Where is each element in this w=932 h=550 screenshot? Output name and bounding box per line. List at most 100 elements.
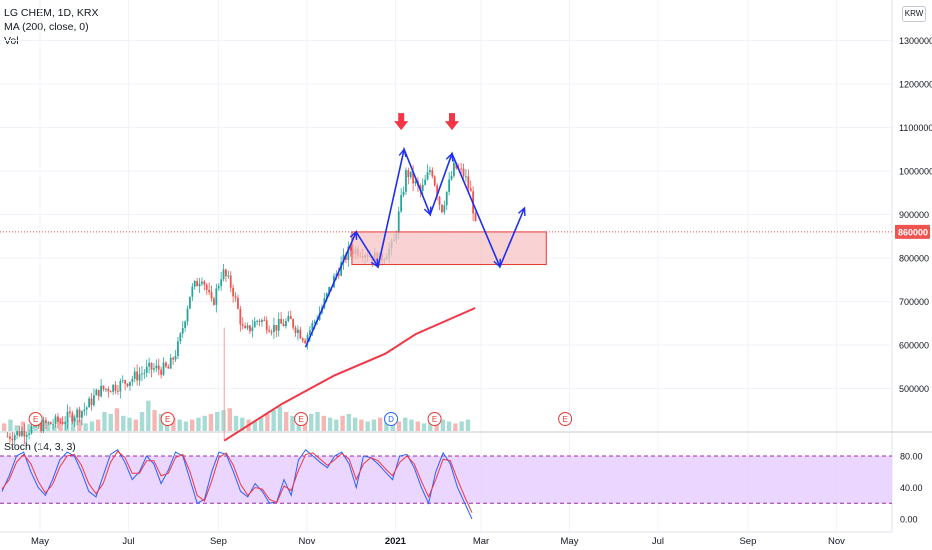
candle-body bbox=[18, 431, 21, 436]
candle-body bbox=[263, 320, 266, 322]
candle-body bbox=[412, 171, 415, 184]
candle-body bbox=[337, 273, 340, 276]
candle-body bbox=[76, 409, 79, 418]
earnings-marker[interactable]: E bbox=[294, 412, 309, 426]
candle-body bbox=[102, 385, 105, 390]
candle-body bbox=[215, 288, 218, 305]
candle-body bbox=[349, 246, 352, 251]
candle-body bbox=[121, 380, 124, 382]
volume-bar bbox=[102, 412, 107, 431]
volume-bar bbox=[158, 413, 164, 431]
volume-bar bbox=[177, 419, 182, 431]
earnings-marker[interactable]: E bbox=[28, 412, 43, 426]
volume-bar bbox=[196, 417, 201, 431]
earnings-marker[interactable]: E bbox=[427, 412, 442, 426]
volume-bar bbox=[221, 410, 226, 431]
event-label: E bbox=[562, 415, 567, 424]
candle-body bbox=[229, 275, 232, 288]
candle-body bbox=[443, 205, 446, 213]
candle-body bbox=[21, 430, 23, 436]
earnings-marker[interactable]: E bbox=[558, 412, 573, 426]
time-tick-label: Jul bbox=[652, 536, 664, 547]
price-tick-label: 1300000 bbox=[899, 36, 932, 46]
candle-body bbox=[42, 420, 45, 432]
candle-body bbox=[136, 371, 139, 381]
time-tick-label: Sep bbox=[739, 536, 756, 547]
candle-body bbox=[172, 357, 175, 360]
candle-body bbox=[397, 211, 400, 234]
candle-body bbox=[141, 373, 143, 375]
volume-bar bbox=[421, 423, 427, 431]
volume-bar bbox=[58, 417, 63, 431]
candle-body bbox=[129, 381, 131, 386]
volume-bar bbox=[258, 417, 264, 431]
candle-body bbox=[246, 325, 249, 329]
volume-bar bbox=[208, 413, 214, 431]
pattern-arrowhead bbox=[518, 206, 526, 217]
candle-body bbox=[153, 368, 155, 370]
candle-body bbox=[328, 287, 331, 294]
candle-body bbox=[441, 204, 443, 213]
price-tick-label: 1200000 bbox=[899, 80, 932, 90]
volume-bar bbox=[108, 413, 113, 431]
time-tick-label: Sep bbox=[210, 536, 227, 547]
volume-bar bbox=[315, 412, 320, 431]
candle-body bbox=[203, 281, 206, 285]
dividend-marker[interactable]: D bbox=[384, 412, 399, 426]
candle-body bbox=[347, 246, 350, 260]
candle-body bbox=[83, 409, 86, 411]
candle-body bbox=[145, 366, 148, 373]
stoch-d-line bbox=[1, 450, 473, 513]
volume-bar bbox=[465, 419, 471, 431]
down-arrow-icon bbox=[444, 113, 459, 131]
candle-body bbox=[424, 179, 427, 185]
candle-body bbox=[150, 362, 153, 370]
volume-bar bbox=[8, 419, 13, 431]
stoch-tick-label: 40.00 bbox=[900, 483, 923, 493]
volume-bar bbox=[52, 425, 57, 431]
candle-body bbox=[9, 436, 11, 439]
candle-body bbox=[47, 422, 50, 424]
candle-body bbox=[23, 430, 26, 437]
earnings-marker[interactable]: E bbox=[160, 412, 175, 426]
candle-body bbox=[268, 330, 271, 332]
volume-bar bbox=[233, 415, 239, 431]
candle-body bbox=[45, 420, 47, 424]
candle-body bbox=[304, 340, 307, 344]
candle-body bbox=[64, 422, 67, 424]
candle-body bbox=[220, 279, 223, 286]
volume-bar bbox=[171, 417, 176, 431]
candle-body bbox=[467, 176, 470, 189]
candle-body bbox=[174, 355, 177, 360]
candle-body bbox=[402, 191, 405, 196]
event-circle bbox=[28, 412, 43, 426]
time-tick-label: Nov bbox=[298, 536, 315, 547]
candle-body bbox=[88, 398, 91, 408]
event-label: E bbox=[165, 415, 170, 424]
candle-body bbox=[59, 421, 62, 423]
event-circle bbox=[294, 412, 309, 426]
time-tick-label: Nov bbox=[828, 536, 845, 547]
event-circle bbox=[558, 412, 573, 426]
candle-body bbox=[241, 324, 244, 326]
price-tick-label: 1000000 bbox=[899, 167, 932, 177]
volume-bar bbox=[277, 406, 283, 431]
candle-body bbox=[95, 389, 98, 396]
candle-body bbox=[309, 330, 311, 335]
candle-body bbox=[234, 296, 237, 298]
time-tick-label: Jul bbox=[122, 536, 134, 547]
volume-bar bbox=[14, 425, 19, 431]
symbol-title[interactable]: LG CHEM, 1D, KRX bbox=[4, 7, 99, 19]
pattern-arrowhead bbox=[493, 258, 501, 269]
candle-body bbox=[340, 262, 343, 276]
pattern-arrowhead bbox=[445, 152, 454, 162]
candle-body bbox=[289, 315, 292, 320]
time-tick-label: Mar bbox=[473, 536, 489, 547]
ma-indicator-label[interactable]: MA (200, close, 0) bbox=[4, 21, 89, 33]
candle-body bbox=[287, 315, 290, 322]
currency-badge[interactable]: KRW bbox=[902, 6, 926, 22]
candle-body bbox=[85, 407, 88, 410]
candle-body bbox=[201, 281, 203, 284]
volume-bar bbox=[359, 419, 364, 431]
